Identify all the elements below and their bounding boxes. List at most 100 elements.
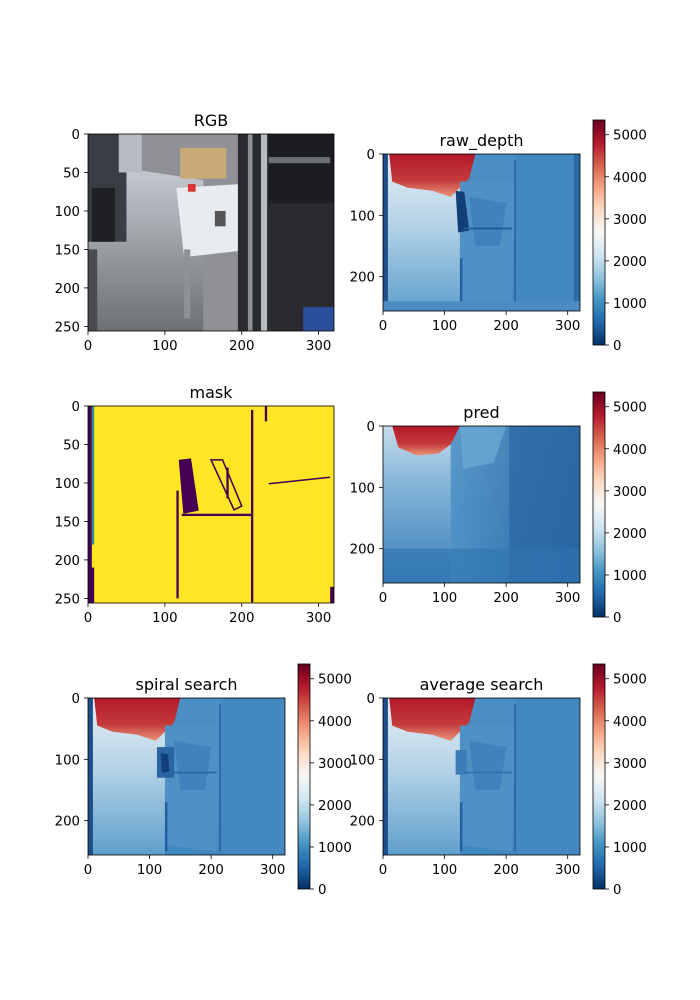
colorbar-tick-label: 4000 xyxy=(613,171,647,186)
panel-title: mask xyxy=(190,383,234,402)
x-tick-label: 100 xyxy=(432,591,457,606)
panel-title: pred xyxy=(463,403,499,422)
panel-title: spiral search xyxy=(136,675,238,694)
heatmap-image xyxy=(88,698,285,855)
colorbar-tick-label: 4000 xyxy=(318,715,352,730)
colorbar-tick-label: 3000 xyxy=(613,213,647,228)
colorbar-tick-label: 0 xyxy=(613,339,621,354)
y-tick-label: 0 xyxy=(367,148,375,163)
x-tick-label: 200 xyxy=(229,611,254,626)
colorbar: 0 1000 2000 3000 4000 5000 xyxy=(592,119,647,354)
axes-frame xyxy=(87,133,335,332)
panel-mask: mask 0 100 200 300 0 50 100 150 200 250 xyxy=(55,383,335,626)
x-tick-label: 200 xyxy=(493,319,518,334)
x-tick-label: 300 xyxy=(555,863,580,878)
colorbar-tick-label: 1000 xyxy=(318,841,352,856)
colorbar-tick-label: 5000 xyxy=(613,673,647,688)
y-tick-label: 50 xyxy=(63,438,80,453)
colorbar-tick-label: 3000 xyxy=(613,757,647,772)
x-tick-label: 0 xyxy=(379,863,387,878)
colorbar-tick-label: 5000 xyxy=(318,673,352,688)
colorbar-tick-label: 5000 xyxy=(613,401,647,416)
y-tick-label: 100 xyxy=(55,477,80,492)
colorbar-tick-label: 4000 xyxy=(613,715,647,730)
colorbar: 0 1000 2000 3000 4000 5000 xyxy=(592,391,647,626)
heatmap-image xyxy=(383,426,580,583)
x-tick-label: 0 xyxy=(379,319,387,334)
x-tick-label: 300 xyxy=(306,611,331,626)
y-tick-label: 150 xyxy=(55,243,80,258)
colorbar-tick-label: 3000 xyxy=(318,757,352,772)
axes-frame xyxy=(87,405,335,604)
y-tick-label: 100 xyxy=(350,481,375,496)
colorbar-tick-label: 5000 xyxy=(613,129,647,144)
y-tick-label: 200 xyxy=(55,554,80,569)
y-tick-label: 0 xyxy=(72,692,80,707)
colorbar-tick-label: 0 xyxy=(318,883,326,898)
colorbar-tick-label: 1000 xyxy=(613,841,647,856)
x-tick-label: 300 xyxy=(555,591,580,606)
heatmap-image xyxy=(88,406,334,603)
x-tick-label: 0 xyxy=(84,339,92,354)
y-tick-label: 0 xyxy=(72,400,80,415)
y-tick-label: 200 xyxy=(55,282,80,297)
colorbar-scale xyxy=(297,663,311,890)
axes-frame xyxy=(382,425,581,584)
x-tick-label: 300 xyxy=(260,863,285,878)
colorbar: 0 1000 2000 3000 4000 5000 xyxy=(592,663,647,898)
y-tick-label: 100 xyxy=(55,205,80,220)
colorbar: 0 1000 2000 3000 4000 5000 xyxy=(297,663,352,898)
heatmap-image xyxy=(88,134,334,331)
axes-frame xyxy=(87,697,286,856)
x-tick-label: 300 xyxy=(555,319,580,334)
y-tick-label: 100 xyxy=(55,753,80,768)
colorbar-tick-label: 0 xyxy=(613,611,621,626)
panel-rgb: RGB 0 100 200 300 0 50 100 150 200 250 xyxy=(55,111,335,354)
colorbar-scale xyxy=(592,119,606,346)
panel-title: average search xyxy=(420,675,544,694)
y-tick-label: 0 xyxy=(367,420,375,435)
x-tick-label: 0 xyxy=(379,591,387,606)
x-tick-label: 200 xyxy=(493,863,518,878)
x-tick-label: 100 xyxy=(432,863,457,878)
colorbar-tick-label: 2000 xyxy=(613,255,647,270)
x-tick-label: 200 xyxy=(229,339,254,354)
y-tick-label: 0 xyxy=(367,692,375,707)
y-tick-label: 250 xyxy=(55,320,80,335)
panel-title: raw_depth xyxy=(439,131,523,151)
y-tick-label: 200 xyxy=(350,543,375,558)
heatmap-image xyxy=(383,698,580,855)
axes-frame xyxy=(382,153,581,312)
x-tick-label: 0 xyxy=(84,863,92,878)
x-tick-label: 100 xyxy=(137,863,162,878)
panel-title: RGB xyxy=(194,111,229,130)
x-tick-label: 100 xyxy=(152,611,177,626)
colorbar-scale xyxy=(592,663,606,890)
colorbar-tick-label: 4000 xyxy=(613,443,647,458)
colorbar-tick-label: 1000 xyxy=(613,297,647,312)
colorbar-tick-label: 1000 xyxy=(613,569,647,584)
colorbar-scale xyxy=(592,391,606,618)
x-tick-label: 0 xyxy=(84,611,92,626)
y-tick-label: 150 xyxy=(55,515,80,530)
x-tick-label: 200 xyxy=(493,591,518,606)
axes-frame xyxy=(382,697,581,856)
y-tick-label: 200 xyxy=(350,271,375,286)
y-tick-label: 100 xyxy=(350,753,375,768)
y-tick-label: 0 xyxy=(72,128,80,143)
y-tick-label: 100 xyxy=(350,209,375,224)
colorbar-tick-label: 0 xyxy=(613,883,621,898)
y-tick-label: 250 xyxy=(55,592,80,607)
x-tick-label: 300 xyxy=(306,339,331,354)
heatmap-image xyxy=(383,154,580,311)
colorbar-tick-label: 2000 xyxy=(613,799,647,814)
y-tick-label: 200 xyxy=(55,815,80,830)
y-tick-label: 200 xyxy=(350,815,375,830)
colorbar-tick-label: 3000 xyxy=(613,485,647,500)
x-tick-label: 100 xyxy=(152,339,177,354)
